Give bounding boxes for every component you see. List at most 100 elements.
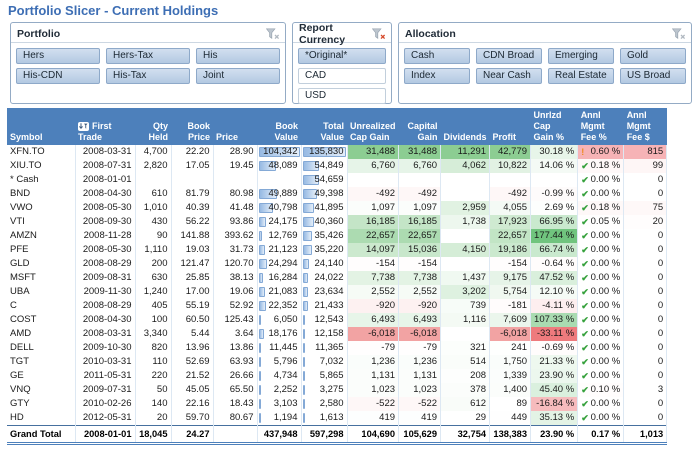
- cell-fee_pct: ✔ 0.05 %: [577, 215, 625, 229]
- check-icon: ✔: [581, 301, 589, 311]
- cell-book_value: 1,194: [257, 411, 302, 426]
- data-bar: [302, 329, 305, 339]
- sort-filter-icon[interactable]: [78, 122, 89, 132]
- cell-cg: -522: [398, 397, 442, 411]
- clear-filter-icon[interactable]: [265, 27, 280, 40]
- slicer-button-real-estate[interactable]: Real Estate: [548, 68, 614, 84]
- cell-dividends: 32,754: [440, 425, 491, 445]
- cell-fee_usd: 0: [623, 271, 668, 285]
- cell-ucg_pct: -0.99 %: [530, 187, 579, 201]
- cell-first_trade: 2008-04-30: [75, 313, 136, 327]
- cell-cg: -6,018: [398, 327, 442, 341]
- cell-fee_pct: ✔ 0.00 %: [577, 271, 625, 285]
- cell-cg: 2,552: [398, 285, 442, 299]
- cell-ucg_pct: 107.33 %: [530, 313, 579, 327]
- slicer-button-cdn-broad[interactable]: CDN Broad: [476, 48, 542, 64]
- column-header-book_value: Book Value: [257, 108, 301, 145]
- cell-fee_pct: ! 0.60 %: [577, 145, 625, 159]
- cell-dividends: 321: [440, 341, 491, 355]
- slicer-button-cash[interactable]: Cash: [404, 48, 470, 64]
- slicer-button-hers-tax[interactable]: Hers-Tax: [106, 48, 190, 64]
- slicer-button-his[interactable]: His: [196, 48, 280, 64]
- cell-qty_held: 1,110: [135, 243, 172, 257]
- check-icon: ✔: [581, 287, 589, 297]
- slicer-button-index[interactable]: Index: [404, 68, 470, 84]
- cell-ucg_pct: -0.69 %: [530, 341, 579, 355]
- cell-symbol: VTI: [7, 215, 76, 229]
- cell-profit: 4,055: [489, 201, 532, 215]
- cell-fee_usd: 815: [623, 145, 668, 159]
- cell-fee_usd: 0: [623, 299, 668, 313]
- cell-fee_usd: 3: [623, 383, 668, 397]
- cell-profit: 1,339: [489, 369, 532, 383]
- data-bar: [302, 175, 319, 185]
- cell-fee_pct: 0.17 %: [577, 425, 625, 445]
- slicer-button-gold[interactable]: Gold: [620, 48, 686, 64]
- cell-book_value: 2,252: [257, 383, 302, 397]
- cell-profit: 10,822: [489, 159, 532, 173]
- slicer-button-joint[interactable]: Joint: [196, 68, 280, 84]
- cell-cg: 105,629: [398, 425, 442, 445]
- column-header-qty_held: Qty Held: [135, 108, 171, 145]
- data-bar: [258, 385, 261, 395]
- cell-cg: -79: [398, 341, 442, 355]
- data-bar: [302, 399, 305, 409]
- cell-symbol: BND: [7, 187, 76, 201]
- check-icon: ✔: [581, 413, 589, 423]
- data-bar: [258, 329, 264, 339]
- cell-ucg: 6,760: [347, 159, 400, 173]
- cell-dividends: 1,738: [440, 215, 491, 229]
- cell-book_price: 56.22: [171, 215, 214, 229]
- check-icon: ✔: [581, 357, 589, 367]
- cell-first_trade: 2008-04-30: [75, 187, 136, 201]
- cell-book_price: 60.50: [171, 313, 214, 327]
- check-icon: ✔: [581, 161, 589, 171]
- clear-filter-icon[interactable]: [371, 27, 386, 40]
- clear-filter-icon[interactable]: [671, 27, 686, 40]
- slicer-button-near-cash[interactable]: Near Cash: [476, 68, 542, 84]
- table-row: GE 2011-05-31 220 21.52 26.66 4,734 5,865 1,131…: [7, 369, 668, 383]
- cell-profit: 449: [489, 411, 532, 426]
- slicer-button-hers[interactable]: Hers: [16, 48, 100, 64]
- data-bar: [302, 385, 305, 395]
- slicer-button-cad[interactable]: CAD: [298, 68, 386, 84]
- cell-first_trade: 2008-09-30: [75, 215, 136, 229]
- data-bar: [258, 357, 261, 367]
- cell-fee_usd: 0: [623, 411, 668, 426]
- cell-qty_held: 3,340: [135, 327, 172, 341]
- slicer-button-us-broad[interactable]: US Broad: [620, 68, 686, 84]
- cell-ucg_pct: 12.10 %: [530, 285, 579, 299]
- cell-ucg: -6,018: [347, 327, 400, 341]
- data-bar: [302, 371, 305, 381]
- table-row: AMZN 2008-11-28 90 141.88 393.62 12,769 35,426…: [7, 229, 668, 243]
- cell-first_trade: 2010-03-31: [75, 355, 136, 369]
- slicer-header: Allocation: [399, 23, 691, 43]
- data-bar: [258, 259, 267, 269]
- slicer-button-his-tax[interactable]: His-Tax: [106, 68, 190, 84]
- cell-ucg_pct: 47.52 %: [530, 271, 579, 285]
- slicer-button-his-cdn[interactable]: His-CDN: [16, 68, 100, 84]
- cell-total_value: 1,613: [301, 411, 348, 426]
- cell-qty_held: 100: [135, 313, 172, 327]
- cell-book_price: 59.70: [171, 411, 214, 426]
- check-icon: ✔: [581, 245, 589, 255]
- slicer-button-emerging[interactable]: Emerging: [548, 48, 614, 64]
- cell-book_price: [171, 173, 214, 187]
- slicer-button-usd[interactable]: USD: [298, 88, 386, 104]
- cell-first_trade: 2008-07-31: [75, 159, 136, 173]
- cell-symbol: PFE: [7, 243, 76, 257]
- slicer-items: *Original* CAD USD: [293, 43, 391, 109]
- cell-total_value: 5,865: [301, 369, 348, 383]
- cell-book_value: 40,798: [257, 201, 302, 215]
- cell-profit: -181: [489, 299, 532, 313]
- cell-ucg_pct: 30.18 %: [530, 145, 579, 159]
- cell-cg: 7,738: [398, 271, 442, 285]
- slicer-button--original-[interactable]: *Original*: [298, 48, 386, 64]
- cell-fee_pct: ✔ 0.00 %: [577, 313, 625, 327]
- cell-dividends: [440, 257, 491, 271]
- column-header-symbol: Symbol: [7, 108, 75, 145]
- cell-total_value: 24,022: [301, 271, 348, 285]
- data-bar: [258, 203, 274, 213]
- cell-first_trade: 2008-01-01: [75, 173, 136, 187]
- cell-price: 19.45: [213, 159, 258, 173]
